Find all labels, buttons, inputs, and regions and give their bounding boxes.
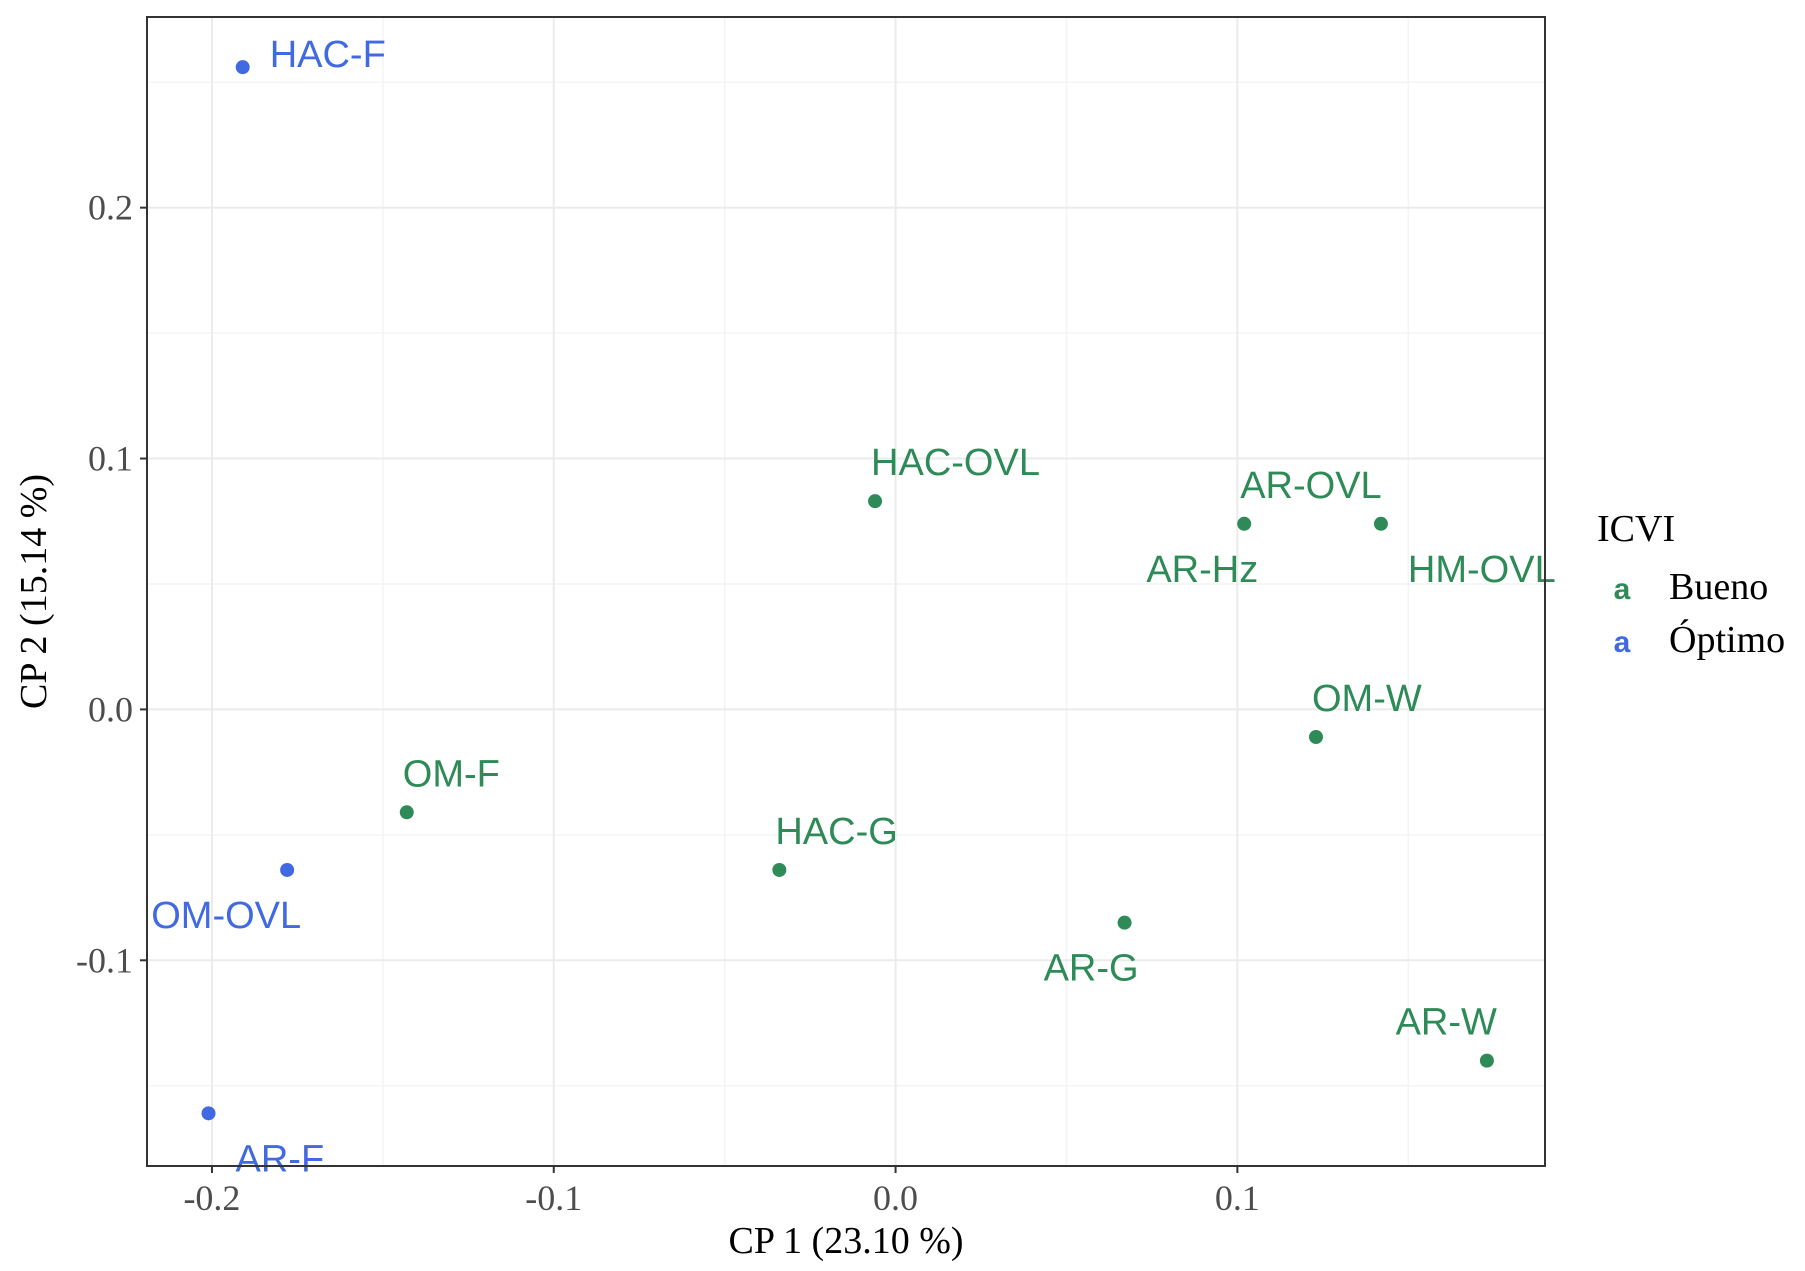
legend-label-1: Bueno — [1669, 566, 1768, 608]
point-label-om-ovl: OM-OVL — [151, 895, 301, 937]
data-point-hac-f — [235, 60, 250, 75]
data-point-ar-w — [1479, 1053, 1494, 1068]
y-tick-label: 0.2 — [88, 188, 133, 228]
point-label-hac-ovl: HAC-OVL — [871, 442, 1040, 484]
point-label-hm-ovl: HM-OVL — [1408, 549, 1556, 591]
legend-label-2: Óptimo — [1669, 619, 1785, 661]
x-tick-label: -0.2 — [183, 1178, 240, 1218]
y-axis-ticks: -0.1 0.0 0.1 0.2 — [76, 188, 147, 980]
legend-key-1: a — [1614, 573, 1631, 606]
point-label-ar-ovl: AR-OVL — [1240, 465, 1381, 507]
data-point-ar-f — [201, 1106, 216, 1121]
x-tick-label: 0.1 — [1215, 1178, 1260, 1218]
data-point-ar-g — [1117, 915, 1132, 930]
data-point-hac-g — [772, 862, 787, 877]
point-label-hac-f: HAC-F — [270, 34, 386, 76]
legend-entries: a Bueno a Óptimo — [1614, 566, 1785, 661]
data-point-hm-ovl — [1373, 516, 1388, 531]
point-label-om-w: OM-W — [1312, 678, 1422, 720]
major-gridlines — [147, 17, 1545, 1166]
x-axis-ticks: -0.2 -0.1 0.0 0.1 — [183, 1166, 1260, 1218]
data-point-ar-ovl — [1237, 516, 1252, 531]
point-label-ar-w: AR-W — [1396, 1002, 1497, 1044]
point-label-om-f: OM-F — [403, 753, 500, 795]
data-points — [201, 60, 1494, 1121]
y-tick-label: -0.1 — [76, 940, 133, 980]
data-point-om-w — [1308, 730, 1323, 745]
point-label-ar-g: AR-G — [1044, 948, 1139, 990]
plot-panel-border — [146, 16, 1546, 1167]
x-axis-title: CP 1 (23.10 %) — [728, 1220, 963, 1262]
data-point-om-f — [399, 805, 414, 820]
y-tick-label: 0.1 — [88, 439, 133, 479]
y-tick-label: 0.0 — [88, 689, 133, 729]
data-point-hac-ovl — [868, 494, 883, 509]
legend: ICVI a Bueno a Óptimo — [1597, 508, 1785, 661]
y-axis-title: CP 2 (15.14 %) — [13, 474, 55, 709]
point-label-hac-g: HAC-G — [775, 811, 897, 853]
legend-key-2: a — [1614, 626, 1631, 659]
x-tick-label: -0.1 — [525, 1178, 582, 1218]
legend-title: ICVI — [1597, 508, 1675, 550]
data-point-om-ovl — [280, 862, 295, 877]
point-label-ar-hz: AR-Hz — [1146, 549, 1258, 591]
point-labels: HAC-F OM-OVL AR-F OM-F HAC-G HAC-OVL AR-G AR-OV… — [151, 34, 1555, 1180]
x-tick-label: 0.0 — [873, 1178, 918, 1218]
point-label-ar-f: AR-F — [236, 1138, 325, 1180]
